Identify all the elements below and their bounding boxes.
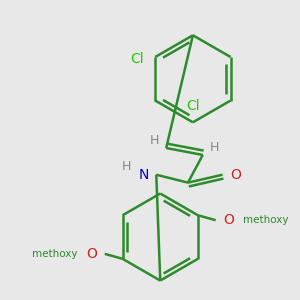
Text: H: H — [150, 134, 159, 147]
Text: methoxy: methoxy — [243, 215, 289, 225]
Text: O: O — [86, 247, 97, 261]
Text: O: O — [223, 213, 234, 227]
Text: H: H — [210, 140, 219, 154]
Text: O: O — [230, 168, 241, 182]
Text: methoxy: methoxy — [32, 249, 77, 259]
Text: Cl: Cl — [130, 52, 144, 66]
Text: Cl: Cl — [186, 100, 200, 113]
Text: N: N — [138, 168, 148, 182]
Text: H: H — [122, 160, 131, 173]
